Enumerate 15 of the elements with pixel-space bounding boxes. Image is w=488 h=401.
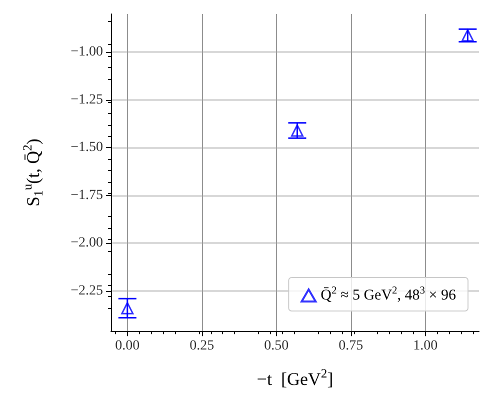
x-tick-label: 0.75 — [338, 338, 364, 354]
x-tick-label: 1.00 — [413, 338, 438, 354]
point — [461, 29, 474, 42]
x-tick-label: 0.25 — [190, 338, 214, 354]
y-tick-label: −1.25 — [70, 92, 103, 108]
x-tick-label: 0.50 — [264, 338, 289, 354]
x-tick-label: 0.00 — [115, 338, 140, 354]
y-tick-label: −1.50 — [70, 140, 103, 156]
point — [121, 302, 134, 314]
y-tick-label: −2.00 — [70, 236, 103, 251]
point — [290, 124, 304, 137]
y-tick-label: −1.00 — [70, 44, 103, 60]
y-axis-title: S1u(t, Q̄2) — [20, 138, 46, 206]
y-tick-label: −1.75 — [70, 188, 103, 203]
y-tick-label: −2.25 — [70, 283, 103, 298]
